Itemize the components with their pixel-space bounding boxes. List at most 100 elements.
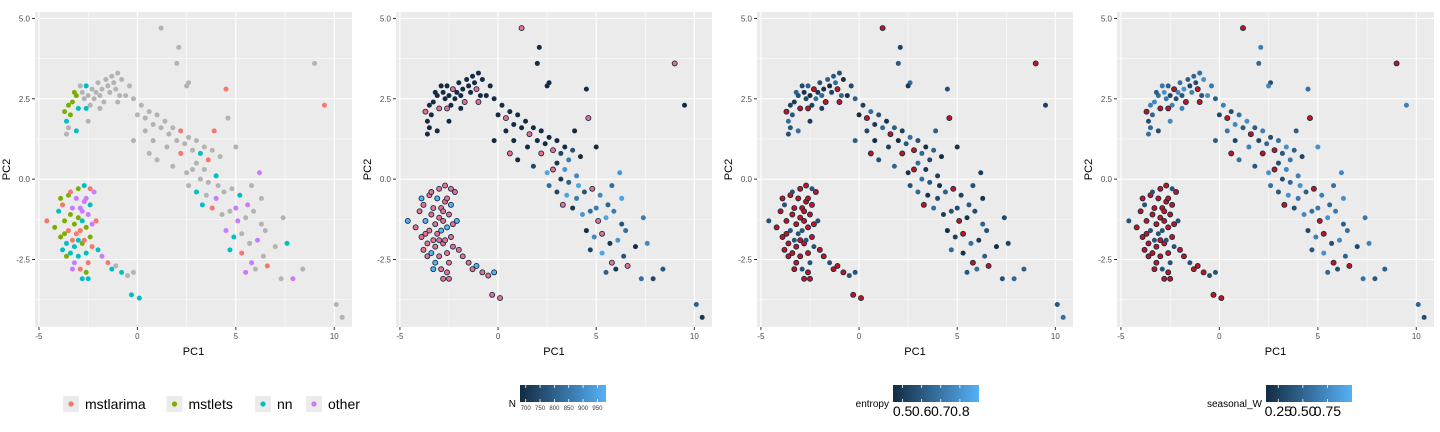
point (1228, 150, 1235, 157)
legend-title: entropy (856, 399, 889, 410)
point (453, 217, 460, 224)
point (1151, 99, 1157, 105)
point (1149, 112, 1155, 118)
point (77, 266, 83, 272)
point (174, 60, 180, 66)
point (603, 269, 609, 275)
point (150, 122, 156, 127)
point (73, 195, 79, 201)
point (773, 224, 780, 231)
x-tick-label: -5 (35, 332, 43, 341)
point (260, 253, 266, 259)
point (825, 77, 831, 82)
point (872, 122, 878, 127)
point (178, 150, 184, 156)
point (807, 260, 813, 266)
point (424, 253, 431, 260)
point (789, 189, 795, 195)
point (1175, 89, 1181, 95)
point (1360, 276, 1366, 282)
point (475, 99, 482, 105)
point (1189, 89, 1195, 95)
point (1335, 266, 1341, 272)
point (846, 273, 852, 279)
point (436, 185, 443, 192)
point (174, 138, 180, 144)
point (593, 144, 599, 150)
point (422, 108, 429, 115)
point (827, 260, 833, 266)
colorbar-label: 0.50 (1289, 403, 1316, 419)
point (787, 102, 793, 108)
point (1268, 183, 1274, 189)
point (781, 246, 788, 253)
point (1315, 144, 1321, 150)
point (1319, 192, 1325, 198)
point (895, 138, 901, 144)
point (503, 128, 509, 134)
x-axis-title: PC1 (543, 346, 564, 358)
point (1236, 112, 1242, 118)
point (1169, 186, 1175, 192)
point (81, 237, 87, 243)
point (1161, 208, 1168, 215)
point (550, 166, 556, 173)
point (1165, 250, 1172, 257)
point (67, 189, 73, 195)
point (442, 182, 449, 189)
point (164, 144, 170, 150)
point (75, 186, 81, 192)
colorbar-label: 0.8 (950, 403, 970, 419)
x-tick-label: 0 (496, 332, 501, 341)
point (793, 89, 799, 95)
legend-label-mstlarima: mstlarima (85, 396, 146, 412)
point (876, 157, 882, 163)
point (933, 128, 939, 134)
point (1283, 144, 1289, 150)
point (91, 189, 97, 195)
point (77, 83, 83, 89)
point (546, 183, 552, 189)
point (867, 150, 874, 157)
point (1305, 86, 1311, 92)
point (477, 93, 483, 99)
point (418, 195, 425, 202)
point (807, 211, 813, 218)
point (970, 183, 976, 189)
point (483, 93, 489, 99)
point (87, 102, 93, 108)
point (793, 243, 800, 250)
point (976, 237, 982, 243)
point (611, 208, 617, 214)
point (1256, 138, 1262, 144)
point (789, 112, 795, 118)
point (1021, 266, 1027, 272)
point (599, 230, 606, 237)
point (1054, 302, 1060, 307)
colorbar-label: 800 (549, 406, 560, 412)
y-axis-title: PC2 (362, 159, 374, 180)
point (223, 86, 229, 92)
point (253, 266, 259, 272)
point (1247, 131, 1254, 138)
point (905, 170, 911, 176)
point (1141, 246, 1148, 253)
point (83, 105, 89, 111)
point (1163, 237, 1169, 243)
point (497, 295, 503, 302)
point (807, 93, 813, 99)
point (56, 208, 62, 214)
point (223, 228, 229, 234)
point (430, 205, 437, 212)
point (964, 215, 970, 221)
point (956, 217, 963, 224)
point (1143, 108, 1150, 115)
point (85, 93, 91, 99)
point (227, 247, 233, 253)
point (833, 80, 839, 86)
point (1293, 128, 1299, 134)
point (58, 195, 64, 201)
point (446, 93, 452, 99)
